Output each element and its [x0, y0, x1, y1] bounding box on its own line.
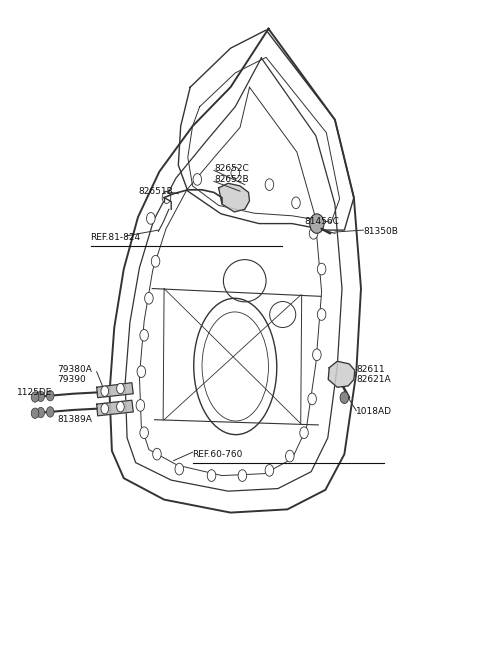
Text: 81350B: 81350B: [363, 227, 398, 236]
Text: 82652B: 82652B: [214, 175, 249, 184]
Circle shape: [151, 255, 160, 267]
Circle shape: [312, 349, 321, 361]
Circle shape: [136, 400, 144, 411]
Circle shape: [137, 365, 145, 377]
Circle shape: [162, 192, 171, 204]
Circle shape: [317, 309, 326, 320]
Circle shape: [207, 470, 216, 481]
Circle shape: [101, 386, 108, 396]
Circle shape: [153, 448, 161, 460]
Polygon shape: [96, 400, 133, 416]
Circle shape: [308, 393, 316, 405]
Text: 1125DE: 1125DE: [17, 388, 52, 397]
Text: 81456C: 81456C: [304, 217, 339, 226]
Circle shape: [292, 197, 300, 209]
Circle shape: [193, 174, 202, 185]
Text: 79390: 79390: [57, 375, 86, 384]
Text: 79380A: 79380A: [57, 365, 92, 374]
Text: 82652C: 82652C: [214, 164, 249, 173]
Circle shape: [286, 450, 294, 462]
Circle shape: [47, 407, 54, 417]
Circle shape: [47, 390, 54, 401]
Circle shape: [300, 427, 308, 439]
Circle shape: [140, 427, 148, 439]
Circle shape: [317, 263, 326, 275]
Text: 82611: 82611: [356, 365, 385, 374]
Text: 81389A: 81389A: [57, 415, 92, 424]
Text: REF.81-824: REF.81-824: [91, 233, 141, 242]
Circle shape: [265, 464, 274, 476]
Circle shape: [101, 403, 108, 414]
Text: REF.60-760: REF.60-760: [192, 449, 243, 458]
Circle shape: [37, 391, 45, 402]
Circle shape: [31, 408, 39, 419]
Circle shape: [265, 179, 274, 191]
Text: 1018AD: 1018AD: [356, 407, 392, 417]
Circle shape: [146, 213, 155, 224]
Circle shape: [140, 329, 148, 341]
Circle shape: [231, 167, 240, 179]
Circle shape: [37, 407, 45, 418]
Polygon shape: [219, 183, 250, 212]
Circle shape: [175, 463, 183, 475]
Polygon shape: [96, 383, 133, 398]
Circle shape: [144, 292, 153, 304]
Text: 82621A: 82621A: [356, 375, 391, 384]
Circle shape: [309, 227, 318, 239]
Circle shape: [117, 402, 124, 412]
Circle shape: [340, 392, 348, 403]
Circle shape: [117, 383, 124, 394]
Circle shape: [310, 214, 324, 233]
Text: 82651B: 82651B: [138, 187, 173, 196]
Polygon shape: [328, 362, 355, 387]
Circle shape: [238, 470, 247, 481]
Circle shape: [31, 392, 39, 402]
